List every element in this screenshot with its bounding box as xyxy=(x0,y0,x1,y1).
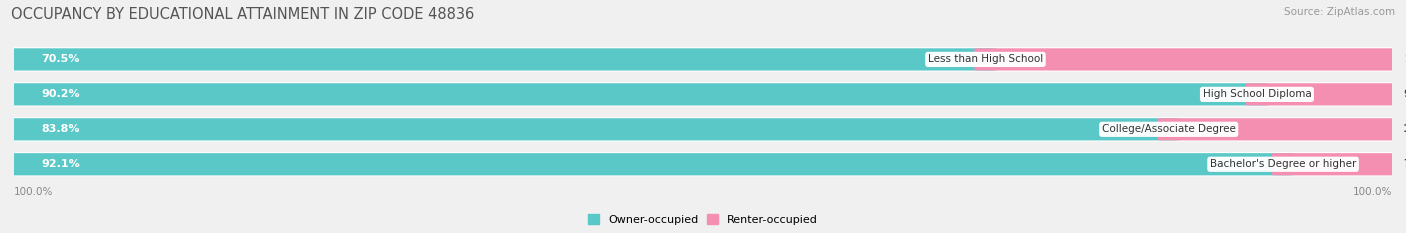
FancyBboxPatch shape xyxy=(974,48,1405,71)
Text: 83.8%: 83.8% xyxy=(42,124,80,134)
Text: Source: ZipAtlas.com: Source: ZipAtlas.com xyxy=(1284,7,1395,17)
Text: 7.9%: 7.9% xyxy=(1403,159,1406,169)
Text: College/Associate Degree: College/Associate Degree xyxy=(1102,124,1236,134)
FancyBboxPatch shape xyxy=(1157,118,1403,140)
FancyBboxPatch shape xyxy=(3,48,1403,71)
Text: 92.1%: 92.1% xyxy=(42,159,80,169)
FancyBboxPatch shape xyxy=(3,153,1294,175)
FancyBboxPatch shape xyxy=(1272,153,1403,175)
FancyBboxPatch shape xyxy=(3,83,1268,106)
Text: 70.5%: 70.5% xyxy=(42,55,80,64)
FancyBboxPatch shape xyxy=(3,48,997,71)
Text: 16.2%: 16.2% xyxy=(1403,124,1406,134)
FancyBboxPatch shape xyxy=(3,118,1180,140)
FancyBboxPatch shape xyxy=(3,118,1403,140)
Text: Bachelor's Degree or higher: Bachelor's Degree or higher xyxy=(1211,159,1357,169)
Legend: Owner-occupied, Renter-occupied: Owner-occupied, Renter-occupied xyxy=(583,210,823,229)
FancyBboxPatch shape xyxy=(3,83,1403,106)
Text: 100.0%: 100.0% xyxy=(1353,187,1392,197)
FancyBboxPatch shape xyxy=(1246,83,1403,106)
Text: 90.2%: 90.2% xyxy=(42,89,80,99)
Text: 9.8%: 9.8% xyxy=(1403,89,1406,99)
Text: Less than High School: Less than High School xyxy=(928,55,1043,64)
Text: 100.0%: 100.0% xyxy=(14,187,53,197)
Text: High School Diploma: High School Diploma xyxy=(1202,89,1312,99)
Text: 29.6%: 29.6% xyxy=(1405,55,1406,64)
Text: OCCUPANCY BY EDUCATIONAL ATTAINMENT IN ZIP CODE 48836: OCCUPANCY BY EDUCATIONAL ATTAINMENT IN Z… xyxy=(11,7,474,22)
FancyBboxPatch shape xyxy=(3,153,1403,175)
